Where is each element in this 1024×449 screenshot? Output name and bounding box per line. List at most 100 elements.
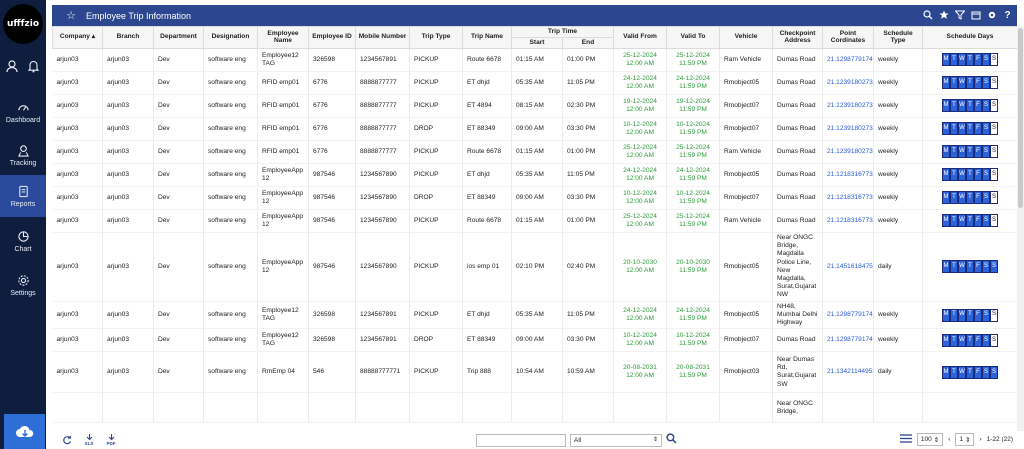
schedule-day-toggle[interactable]: F (974, 168, 983, 182)
prev-page-icon[interactable]: ‹ (948, 436, 951, 443)
cell-point[interactable] (822, 392, 875, 424)
schedule-day-toggle[interactable]: T (950, 122, 959, 136)
user-icon[interactable] (5, 59, 19, 75)
schedule-day-toggle[interactable]: T (950, 214, 959, 228)
schedule-day-toggle[interactable]: T (966, 145, 975, 159)
app-logo[interactable]: ufffzio (3, 4, 43, 44)
column-header-checkpoint[interactable]: Checkpoint Address (772, 26, 824, 49)
column-header-trip-name[interactable]: Trip Name (462, 26, 512, 49)
table-row[interactable]: arjun03 arjun03 Dev software eng EmployeeApp… (52, 186, 1017, 210)
schedule-day-toggle[interactable]: T (966, 365, 975, 379)
schedule-day-toggle[interactable]: S (982, 168, 991, 182)
schedule-day-toggle[interactable]: T (950, 365, 959, 379)
cell-point[interactable]: 21.12391802733 (822, 140, 875, 164)
schedule-day-toggle[interactable]: F (974, 191, 983, 205)
vertical-scrollbar[interactable] (1017, 26, 1024, 431)
scrollbar-thumb[interactable] (1018, 28, 1023, 208)
schedule-day-toggle[interactable]: S (982, 191, 991, 205)
schedule-day-toggle[interactable]: M (942, 53, 951, 67)
schedule-day-toggle[interactable]: W (958, 260, 967, 274)
schedule-day-toggle[interactable]: M (942, 308, 951, 322)
column-header-start[interactable]: Start (511, 36, 563, 49)
schedule-day-toggle[interactable]: S (990, 145, 999, 159)
cell-point[interactable]: 21.12391802733 (822, 117, 875, 141)
schedule-day-toggle[interactable]: S (982, 99, 991, 113)
schedule-day-toggle[interactable]: W (958, 214, 967, 228)
schedule-day-toggle[interactable]: S (990, 308, 999, 322)
schedule-day-toggle[interactable]: T (966, 76, 975, 90)
schedule-day-toggle[interactable]: T (950, 99, 959, 113)
column-header-department[interactable]: Department (153, 26, 204, 49)
schedule-day-toggle[interactable]: M (942, 99, 951, 113)
export-xls-button[interactable]: XLS (78, 434, 100, 446)
schedule-day-toggle[interactable]: T (966, 99, 975, 113)
column-header-trip-type[interactable]: Trip Type (409, 26, 463, 49)
page-size-select[interactable]: 100 ⇕ (916, 433, 944, 446)
schedule-day-toggle[interactable]: T (966, 308, 975, 322)
column-header-employee-name[interactable]: Employee Name (257, 26, 309, 49)
column-header-company[interactable]: Company ▴ (52, 26, 103, 49)
table-row[interactable]: arjun03 arjun03 Dev software eng EmployeeApp… (52, 163, 1017, 187)
export-pdf-button[interactable]: PDF (100, 434, 122, 446)
table-row[interactable]: arjun03 arjun03 Dev software eng RFID emp01 6… (52, 117, 1017, 141)
sidebar-item-reports[interactable]: Reports (0, 175, 46, 217)
column-header-point[interactable]: Point Cordinates (822, 26, 875, 49)
help-icon[interactable]: ? (1004, 9, 1011, 21)
schedule-day-toggle[interactable]: S (982, 333, 991, 347)
schedule-day-toggle[interactable]: W (958, 308, 967, 322)
schedule-day-toggle[interactable]: T (966, 122, 975, 136)
sidebar-item-tracking[interactable]: Tracking (0, 134, 46, 176)
footer-search-icon[interactable] (666, 433, 677, 446)
table-row[interactable]: arjun03 arjun03 Dev software eng EmployeeApp… (52, 232, 1017, 302)
schedule-day-toggle[interactable]: T (950, 308, 959, 322)
column-header-employee-id[interactable]: Employee ID (308, 26, 356, 49)
schedule-day-toggle[interactable]: T (950, 333, 959, 347)
schedule-day-toggle[interactable]: W (958, 365, 967, 379)
schedule-day-toggle[interactable]: T (966, 214, 975, 228)
schedule-day-toggle[interactable]: T (950, 168, 959, 182)
schedule-day-toggle[interactable]: S (982, 365, 991, 379)
schedule-day-toggle[interactable]: W (958, 122, 967, 136)
schedule-day-toggle[interactable]: S (982, 145, 991, 159)
cell-point[interactable]: 21.12183167732 (822, 186, 875, 210)
schedule-day-toggle[interactable]: T (966, 260, 975, 274)
schedule-day-toggle[interactable]: T (950, 53, 959, 67)
page-number-select[interactable]: 1 ⇕ (955, 433, 975, 446)
column-header-valid-from[interactable]: Valid From (613, 26, 668, 49)
schedule-day-toggle[interactable]: M (942, 122, 951, 136)
schedule-day-toggle[interactable]: S (982, 260, 991, 274)
cell-point[interactable]: 21.12987791749 (822, 328, 875, 353)
schedule-day-toggle[interactable]: T (966, 333, 975, 347)
cell-point[interactable]: 21.12183167732 (822, 209, 875, 233)
cell-point[interactable]: 21.14516184751 (822, 232, 875, 302)
schedule-day-toggle[interactable]: M (942, 260, 951, 274)
schedule-day-toggle[interactable]: W (958, 168, 967, 182)
column-header-end[interactable]: End (561, 36, 615, 49)
schedule-day-toggle[interactable]: S (990, 260, 999, 274)
schedule-day-toggle[interactable]: S (982, 53, 991, 67)
cell-point[interactable]: 21.12391802733 (822, 94, 875, 118)
footer-search-input[interactable] (476, 434, 566, 447)
table-row[interactable]: Near ONGC Bridge, (52, 392, 1017, 424)
column-header-mobile[interactable]: Mobile Number (355, 26, 410, 49)
schedule-day-toggle[interactable]: S (990, 333, 999, 347)
schedule-day-toggle[interactable]: T (950, 145, 959, 159)
column-header-schedule-days[interactable]: Schedule Days (922, 26, 1017, 49)
schedule-day-toggle[interactable]: T (966, 168, 975, 182)
column-header-branch[interactable]: Branch (102, 26, 154, 49)
schedule-day-toggle[interactable]: F (974, 333, 983, 347)
schedule-day-toggle[interactable]: M (942, 333, 951, 347)
table-row[interactable]: arjun03 arjun03 Dev software eng Employee12 … (52, 301, 1017, 330)
schedule-day-toggle[interactable]: T (966, 191, 975, 205)
cell-point[interactable]: 21.12987791749 (822, 48, 875, 72)
schedule-day-toggle[interactable]: W (958, 145, 967, 159)
schedule-day-toggle[interactable]: S (990, 191, 999, 205)
schedule-day-toggle[interactable]: S (982, 214, 991, 228)
schedule-day-toggle[interactable]: F (974, 122, 983, 136)
refresh-button[interactable] (56, 435, 78, 445)
schedule-day-toggle[interactable]: S (990, 365, 999, 379)
filter-icon[interactable] (954, 8, 965, 22)
schedule-day-toggle[interactable]: S (990, 122, 999, 136)
schedule-day-toggle[interactable]: S (990, 214, 999, 228)
schedule-day-toggle[interactable]: W (958, 333, 967, 347)
